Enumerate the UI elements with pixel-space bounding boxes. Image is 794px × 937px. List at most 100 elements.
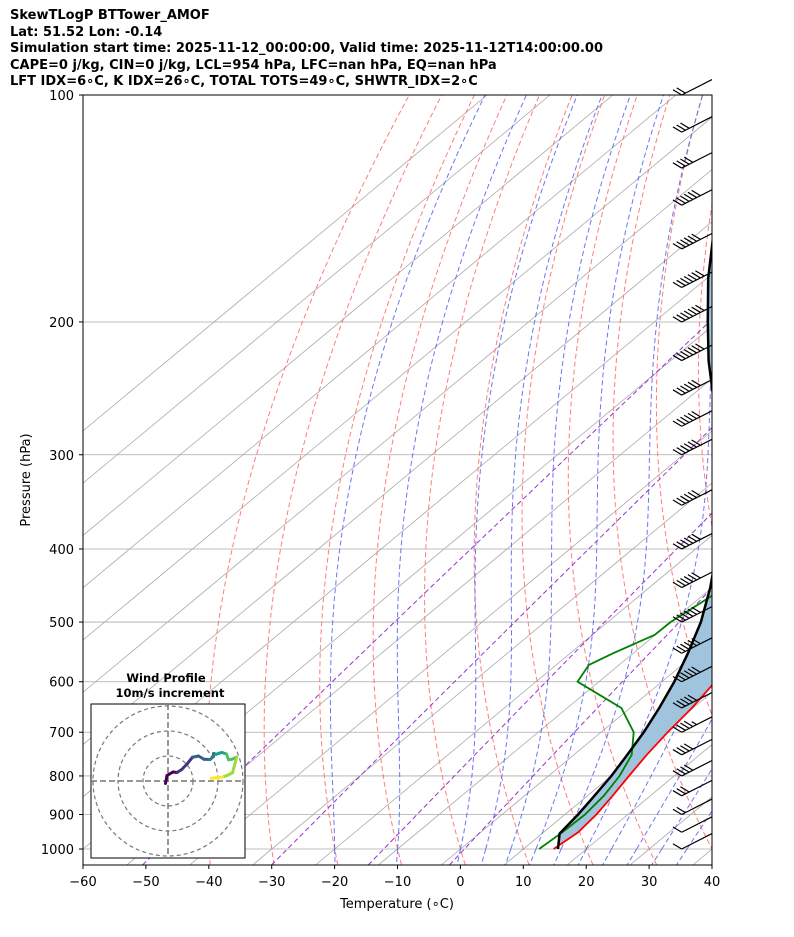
wind-barb-staff [681,379,713,396]
wind-barb-feather [683,493,694,501]
wind-barb-feather [680,745,690,752]
wind-barb [672,798,713,816]
wind-barb-feather [683,764,694,771]
isotherm-line [252,482,712,865]
wind-barb-feather [672,726,683,733]
isotherm-line [126,378,712,865]
wind-barb-feather [691,379,701,387]
wind-barb-feather [695,343,705,350]
x-tick-label: −40 [195,875,222,890]
wind-barb-feather [687,412,697,420]
wind-barb-feather [683,156,694,163]
wind-barb-feather [691,233,701,240]
wind-barb-feather [683,310,694,317]
wind-barb-staff [681,232,713,250]
x-tick-label: −30 [258,875,285,890]
x-tick-label: −20 [321,875,348,890]
moist-adiabat [529,95,664,865]
wind-barb-feather [672,790,683,797]
wind-barb-feather [683,743,694,750]
isotherm-line [83,168,712,693]
wind-barb-feather [683,349,694,356]
wind-barb-feather [691,410,701,418]
wind-barb-feather [691,606,701,614]
wind-barb-feather [687,608,697,615]
wind-barb-feather [672,770,683,777]
profile-lines [538,235,712,850]
x-tick-label: −50 [132,875,159,890]
wind-barb [672,816,713,833]
wind-barb [672,716,713,733]
cape-cin-fill [553,246,712,849]
wind-barb-feather [672,843,683,850]
x-tick-label: 10 [515,875,532,890]
wind-barb-feather [687,535,697,542]
wind-barb-feather [680,612,690,619]
wind-barb-feather [672,675,683,683]
x-tick-label: 30 [641,875,658,890]
wind-barb-feather [680,312,690,319]
hodograph-subtitle: 10m/s increment [116,686,225,700]
wind-barb-staff [681,716,713,733]
wind-barb-feather [691,489,701,497]
wind-barb [672,79,713,96]
wind-barb [672,637,713,654]
temperature-line [553,683,712,850]
dry-adiabat [779,95,794,865]
chart-header: SkewTLogP BTTower_AMOF Lat: 51.52 Lon: -… [10,8,603,91]
dry-adiabat [263,95,443,865]
wind-barb [672,189,713,206]
wind-barb-staff [681,410,713,427]
wind-barb-feather [683,576,694,583]
x-axis-ticks: −60 −50 −40 −30 −20 −10 0 10 20 30 40 [69,865,720,890]
moist-adiabat [480,95,603,865]
wind-barb-feather [676,614,686,621]
wind-barb-feather [676,700,686,707]
hodograph-segment [231,755,239,775]
wind-barb-feather [687,639,697,647]
wind-barb-feather [691,533,701,540]
time-line: Simulation start time: 2025-11-12_00:00:… [10,41,603,56]
moist-adiabat [553,95,704,865]
wind-barb-feather [687,347,697,354]
wind-barb-feather [687,274,697,281]
wind-barb-staff [681,571,713,589]
wind-barb-feather [676,788,686,795]
stability-line: CAPE=0 j/kg, CIN=0 j/kg, LCL=954 hPa, LF… [10,57,497,73]
wind-barb [672,270,713,289]
isotherm-line [441,639,712,865]
wind-barb-feather [695,270,705,277]
wind-barb-staff [681,79,713,96]
wind-barb-feather [672,448,683,456]
wind-barb-feather [683,275,694,283]
wind-barb-feather [672,647,683,654]
wind-barb-feather [691,189,701,197]
wind-barb-feather [680,722,690,729]
indices-line: LFT IDX=6∘C, K IDX=26∘C, TOTAL TOTS=49∘C… [10,74,478,89]
wind-barb-feather [676,806,686,814]
wind-barb-staff [681,152,713,169]
wind-barb [672,116,713,133]
wind-barb-feather [680,350,690,358]
wind-barb-feather [680,158,690,165]
wind-barb-feather [683,720,694,728]
isotherm-line [83,95,551,484]
wind-barb-feather [676,314,686,321]
dewpoint-line [538,594,712,850]
isotherm-line [378,587,712,865]
y-tick-label: 900 [49,809,74,824]
isotherm-line [692,848,712,865]
isotherm-line [83,116,712,641]
wind-barb-feather [691,345,701,352]
wind-barb-feather [680,195,690,202]
wind-barb-feather [687,308,697,315]
wind-barb-feather [680,577,690,585]
isotherm-line [315,534,712,865]
y-tick-label: 500 [49,616,74,631]
wind-barb-staff [681,779,713,797]
wind-barb-feather [672,354,683,362]
wind-barb-feather [680,698,690,705]
wind-barb-feather [683,193,694,200]
mixing-ratio-line [367,512,712,865]
